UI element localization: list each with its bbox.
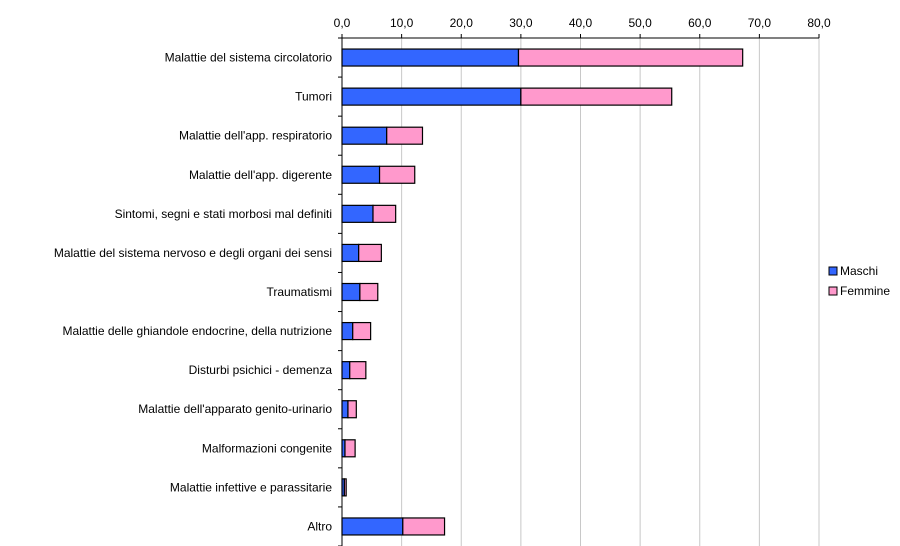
category-label: Disturbi psichici - demenza — [189, 363, 333, 377]
bar-femmine-10 — [344, 439, 356, 458]
category-label: Malattie infettive e parassitarie — [170, 480, 332, 494]
legend-label-femmine: Femmine — [840, 284, 890, 298]
category-label: Malformazioni congenite — [202, 441, 332, 455]
category-labels: Malattie del sistema circolatorio Tumori M… — [54, 51, 332, 534]
category-label: Traumatismi — [266, 285, 332, 299]
bar-femmine-5 — [358, 243, 382, 263]
bars — [341, 48, 744, 536]
bar-maschi-12 — [341, 517, 404, 536]
bar-maschi-4 — [341, 204, 374, 223]
bar-maschi-9 — [341, 400, 349, 419]
x-tick-label: 20,0 — [450, 16, 474, 30]
bar-maschi-3 — [341, 165, 381, 184]
category-label: Malattie dell'app. digerente — [189, 168, 332, 182]
bar-femmine-4 — [372, 204, 397, 223]
category-label: Tumori — [295, 90, 332, 104]
x-tick-label: 0,0 — [334, 16, 351, 30]
x-tick-label: 80,0 — [807, 16, 831, 30]
bar-femmine-11 — [343, 478, 347, 497]
category-label: Malattie del sistema nervoso e degli org… — [54, 246, 332, 260]
category-label: Malattie del sistema circolatorio — [165, 51, 333, 65]
bar-femmine-3 — [378, 165, 416, 184]
bar-femmine-7 — [352, 321, 372, 341]
bar-maschi-1 — [341, 87, 522, 106]
legend: Maschi Femmine — [828, 264, 890, 298]
legend-swatch-maschi — [828, 266, 838, 276]
gridlines — [401, 38, 820, 546]
category-label: Malattie dell'apparato genito-urinario — [138, 402, 332, 416]
category-label: Sintomi, segni e stati morbosi mal defin… — [115, 207, 332, 221]
x-tick-label: 10,0 — [390, 16, 414, 30]
bar-femmine-6 — [359, 282, 379, 302]
legend-swatch-femmine — [828, 286, 838, 296]
bar-femmine-8 — [349, 361, 367, 380]
bar-maschi-0 — [341, 48, 520, 67]
x-tick-label: 30,0 — [509, 16, 533, 30]
legend-label-maschi: Maschi — [840, 264, 878, 278]
bar-femmine-9 — [347, 400, 357, 419]
category-label: Malattie delle ghiandole endocrine, dell… — [62, 324, 332, 338]
bar-femmine-1 — [520, 87, 673, 106]
x-tick-label: 60,0 — [688, 16, 712, 30]
x-tick-label: 70,0 — [748, 16, 772, 30]
category-label: Malattie dell'app. respiratorio — [179, 129, 332, 143]
bar-maschi-6 — [341, 282, 361, 302]
bar-femmine-0 — [517, 48, 744, 67]
bar-maschi-8 — [341, 361, 351, 380]
bar-maschi-7 — [341, 321, 354, 341]
bar-femmine-2 — [386, 126, 424, 145]
category-label: Altro — [307, 519, 332, 533]
x-tick-label: 50,0 — [628, 16, 652, 30]
bar-maschi-5 — [341, 243, 360, 263]
bar-maschi-2 — [341, 126, 388, 145]
x-tick-label: 40,0 — [569, 16, 593, 30]
bar-femmine-12 — [402, 517, 446, 536]
